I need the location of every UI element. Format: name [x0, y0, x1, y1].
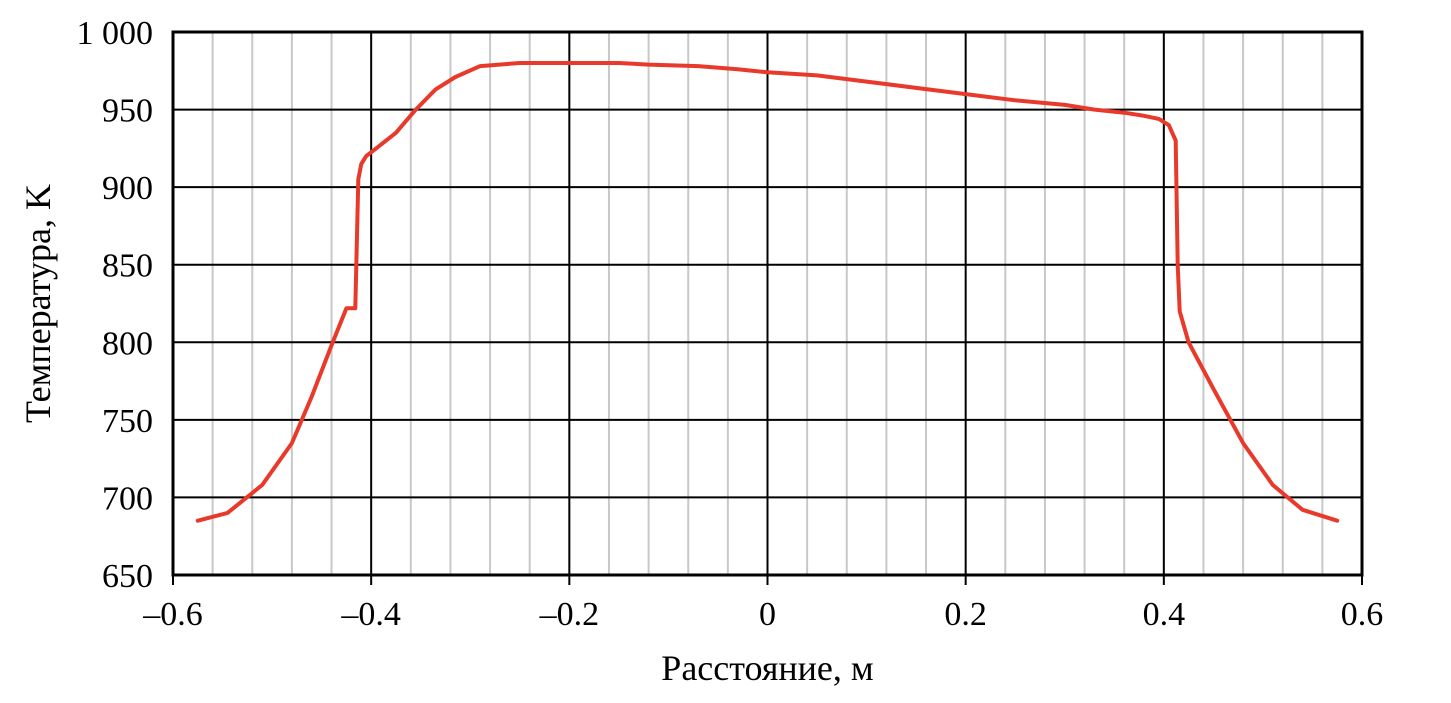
x-axis-tick-marks — [172, 575, 1363, 585]
x-tick-label: 0 — [759, 596, 776, 633]
y-tick-label: 750 — [102, 403, 153, 440]
x-tick-label: –0.4 — [340, 596, 401, 633]
x-tick-label: –0.6 — [142, 596, 203, 633]
temperature-series-line — [195, 61, 1340, 523]
x-axis-title: Расстояние, м — [661, 648, 873, 688]
x-tick-label: 0.6 — [1341, 596, 1384, 633]
minor-gridlines — [211, 32, 1324, 575]
x-tick-label: 0.2 — [944, 596, 987, 633]
y-axis-title: Температура, K — [18, 184, 58, 423]
y-tick-label: 800 — [102, 325, 153, 362]
series-layer — [195, 61, 1340, 523]
y-tick-label: 650 — [102, 558, 153, 595]
y-tick-label: 900 — [102, 170, 153, 207]
y-axis-tick-labels: 650 700 750 800 850 900 950 1 000 — [77, 15, 154, 595]
y-tick-label: 850 — [102, 248, 153, 285]
x-tick-label: –0.2 — [539, 596, 600, 633]
x-tick-label: 0.4 — [1143, 596, 1186, 633]
major-gridlines — [172, 31, 1363, 576]
y-tick-label: 950 — [102, 93, 153, 130]
y-tick-label: 700 — [102, 480, 153, 517]
x-axis-tick-labels: –0.6 –0.4 –0.2 0 0.2 0.4 0.6 — [142, 596, 1383, 633]
y-tick-label: 1 000 — [77, 15, 154, 52]
